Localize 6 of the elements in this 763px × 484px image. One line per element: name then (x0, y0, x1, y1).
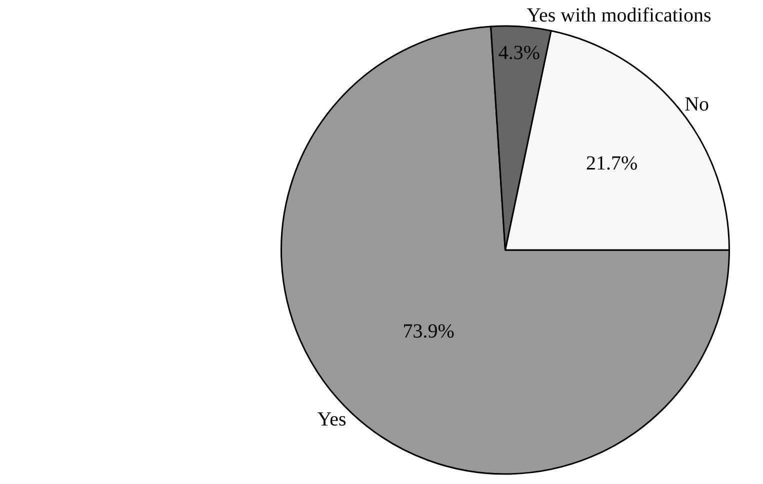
slice-label: Yes (317, 408, 347, 430)
slice-label: Yes with modifications (526, 4, 712, 27)
data-label: 73.9% (402, 320, 454, 343)
data-label: 21.7% (586, 152, 638, 174)
data-label: 4.3% (498, 42, 540, 64)
slice-label: No (684, 93, 710, 116)
